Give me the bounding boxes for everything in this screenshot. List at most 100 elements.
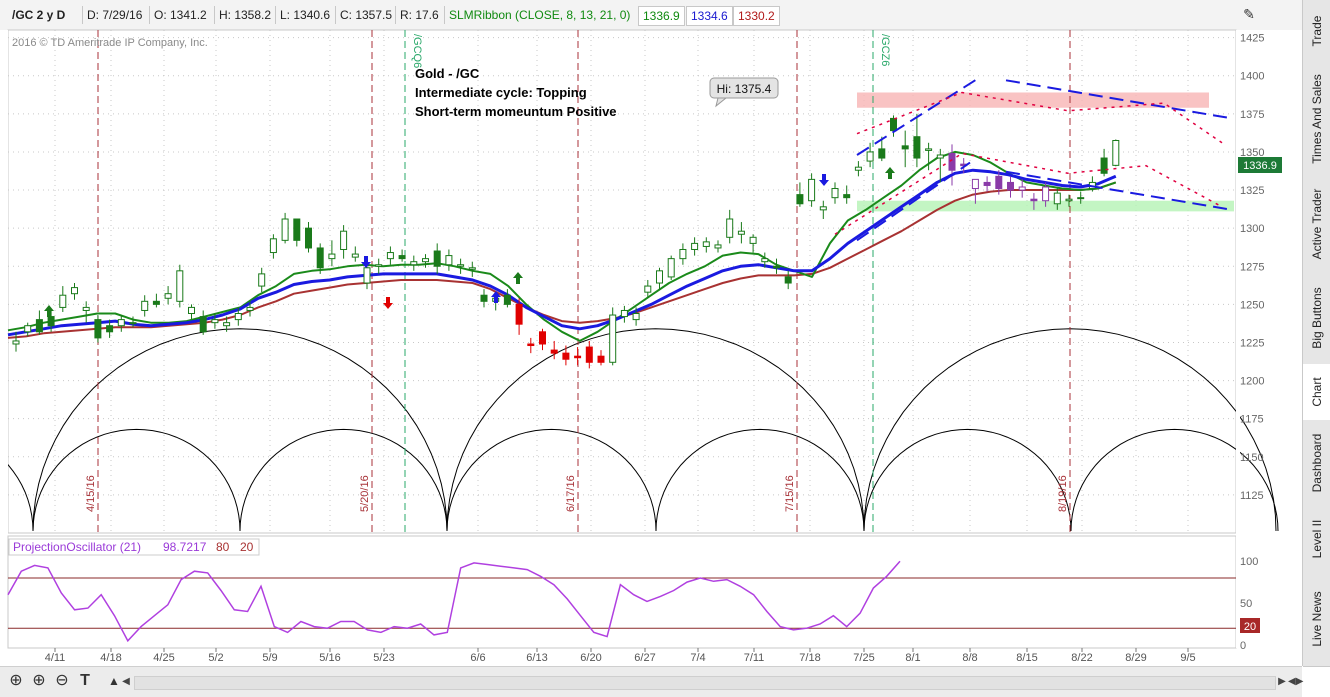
upper-channel-line bbox=[856, 76, 981, 156]
minor-cycle-arc bbox=[1070, 428, 1279, 532]
study-label[interactable]: SLMRibbon (CLOSE, 8, 13, 21, 0) bbox=[444, 6, 634, 24]
candle-body bbox=[1018, 186, 1026, 191]
candle-body bbox=[59, 294, 67, 308]
symbol-label[interactable]: /GC 2 y D bbox=[12, 8, 66, 22]
candle-body bbox=[831, 188, 839, 199]
date-tick-label: 6/13 bbox=[526, 652, 547, 664]
candle-body bbox=[656, 270, 663, 284]
lower-decline-line bbox=[1005, 170, 1233, 211]
candle-body bbox=[995, 175, 1003, 190]
date-tick-label: 9/5 bbox=[1180, 652, 1195, 664]
candle-body bbox=[386, 252, 394, 260]
date-tick-label: 7/25 bbox=[853, 652, 874, 664]
drawing-tools-icon[interactable]: ✎ bbox=[1243, 6, 1255, 22]
collapse-icon[interactable]: ◀▶ bbox=[1288, 676, 1304, 687]
oscillator-tick-label: 50 bbox=[1240, 598, 1252, 610]
price-tick-label: 1250 bbox=[1240, 299, 1264, 311]
tab-live-news[interactable]: Live News bbox=[1303, 572, 1330, 667]
crosshair-icon[interactable]: ⊕ bbox=[9, 672, 23, 689]
bottom-toolbar: ⊕ ⊕ ⊖ T ▲ ◀ ▶ ◀▶ bbox=[0, 666, 1304, 697]
candle-body bbox=[351, 253, 359, 258]
date-tick-label: 7/4 bbox=[690, 652, 705, 664]
candle-body bbox=[936, 154, 944, 159]
candle-body bbox=[866, 151, 874, 162]
low-readout: L: 1340.6 bbox=[275, 6, 334, 24]
price-tick-label: 1175 bbox=[1240, 414, 1264, 426]
sell-signal-arrow bbox=[819, 174, 829, 186]
candle-body bbox=[749, 236, 757, 244]
date-tick-label: 4/18 bbox=[100, 652, 121, 664]
candle-body bbox=[796, 194, 804, 205]
text-icon[interactable]: T bbox=[80, 672, 90, 689]
candle-body bbox=[480, 294, 488, 302]
price-marker-text: 1336.9 bbox=[1243, 160, 1277, 172]
oscillator-study-label: ProjectionOscillator (21) bbox=[13, 540, 141, 554]
tab-level-ii[interactable]: Level II bbox=[1303, 506, 1330, 573]
candle-body bbox=[35, 319, 43, 333]
buy-signal-arrow bbox=[491, 291, 501, 303]
drawing-icon[interactable]: ▲ bbox=[108, 674, 120, 688]
right-mask bbox=[1236, 30, 1240, 533]
candle-body bbox=[890, 117, 897, 132]
candle-body bbox=[597, 355, 605, 363]
price-marker: 1336.9 bbox=[1238, 157, 1282, 173]
candle-body bbox=[620, 309, 628, 318]
oscillator-tick-label: 100 bbox=[1240, 556, 1258, 568]
candle-body bbox=[691, 242, 699, 250]
price-tick-label: 1200 bbox=[1240, 376, 1264, 388]
candle-body bbox=[913, 136, 921, 159]
sell-signal-arrow bbox=[383, 297, 393, 309]
candle-body bbox=[854, 166, 862, 171]
tab-active-trader[interactable]: Active Trader bbox=[1303, 176, 1330, 273]
candle-body bbox=[71, 287, 78, 295]
tab-chart[interactable]: Chart bbox=[1303, 364, 1330, 421]
resistance-zone bbox=[857, 92, 1209, 108]
candle-body bbox=[293, 218, 301, 241]
tab-big-buttons[interactable]: Big Buttons bbox=[1303, 272, 1330, 365]
candle-body bbox=[773, 265, 780, 269]
candle-body bbox=[644, 285, 652, 293]
candle-body bbox=[223, 322, 231, 327]
tab-trade[interactable]: Trade bbox=[1303, 0, 1330, 63]
candle-body bbox=[1077, 197, 1085, 200]
price-tick-label: 1125 bbox=[1240, 490, 1264, 502]
date-tick-label: 6/20 bbox=[580, 652, 601, 664]
cycle-date-label: 4/15/16 bbox=[85, 475, 97, 512]
candle-body bbox=[901, 145, 909, 150]
buy-signal-arrow bbox=[44, 305, 54, 317]
candle-body bbox=[363, 267, 371, 284]
zoom-in-icon[interactable]: ⊕ bbox=[32, 672, 46, 689]
ribbon-fast-line bbox=[7, 150, 1117, 342]
cycle-date-label: 8/19/16 bbox=[1057, 475, 1069, 512]
candle-body bbox=[609, 314, 617, 363]
oscillator-line bbox=[7, 560, 901, 643]
oscillator-tick-label: 0 bbox=[1240, 640, 1246, 652]
candle-body bbox=[468, 267, 476, 270]
tab-times-and-sales[interactable]: Times And Sales bbox=[1303, 62, 1330, 177]
scroll-right-icon[interactable]: ▶ bbox=[1278, 676, 1286, 687]
scroll-thumb[interactable] bbox=[135, 677, 1275, 689]
oscillator-header: ProjectionOscillator (21) 98.7217 80 20 bbox=[8, 538, 260, 556]
price-tick-label: 1275 bbox=[1240, 261, 1264, 273]
candle-body bbox=[281, 218, 289, 241]
candle-body bbox=[702, 241, 710, 247]
ribbon-lines bbox=[7, 150, 1117, 342]
zoom-out-icon[interactable]: ⊖ bbox=[55, 672, 69, 689]
scroll-left-icon[interactable]: ◀ bbox=[122, 676, 130, 687]
price-tick-label: 1325 bbox=[1240, 185, 1264, 197]
candle-body bbox=[328, 253, 336, 260]
price-tick-label: 1300 bbox=[1240, 223, 1264, 235]
time-scrollbar[interactable] bbox=[134, 676, 1276, 690]
candle-body bbox=[24, 325, 32, 333]
candle-body bbox=[152, 300, 160, 305]
candle-body bbox=[843, 194, 851, 199]
price-tick-label: 1375 bbox=[1240, 109, 1264, 121]
candle-body bbox=[585, 346, 593, 363]
ribbon-slow-line bbox=[7, 181, 1117, 339]
candle-body bbox=[316, 247, 324, 269]
tab-dashboard[interactable]: Dashboard bbox=[1303, 420, 1330, 507]
minor-cycle-arc bbox=[32, 428, 241, 532]
candle-body bbox=[234, 313, 242, 321]
candle-body bbox=[305, 227, 312, 249]
candle-body bbox=[47, 316, 55, 327]
